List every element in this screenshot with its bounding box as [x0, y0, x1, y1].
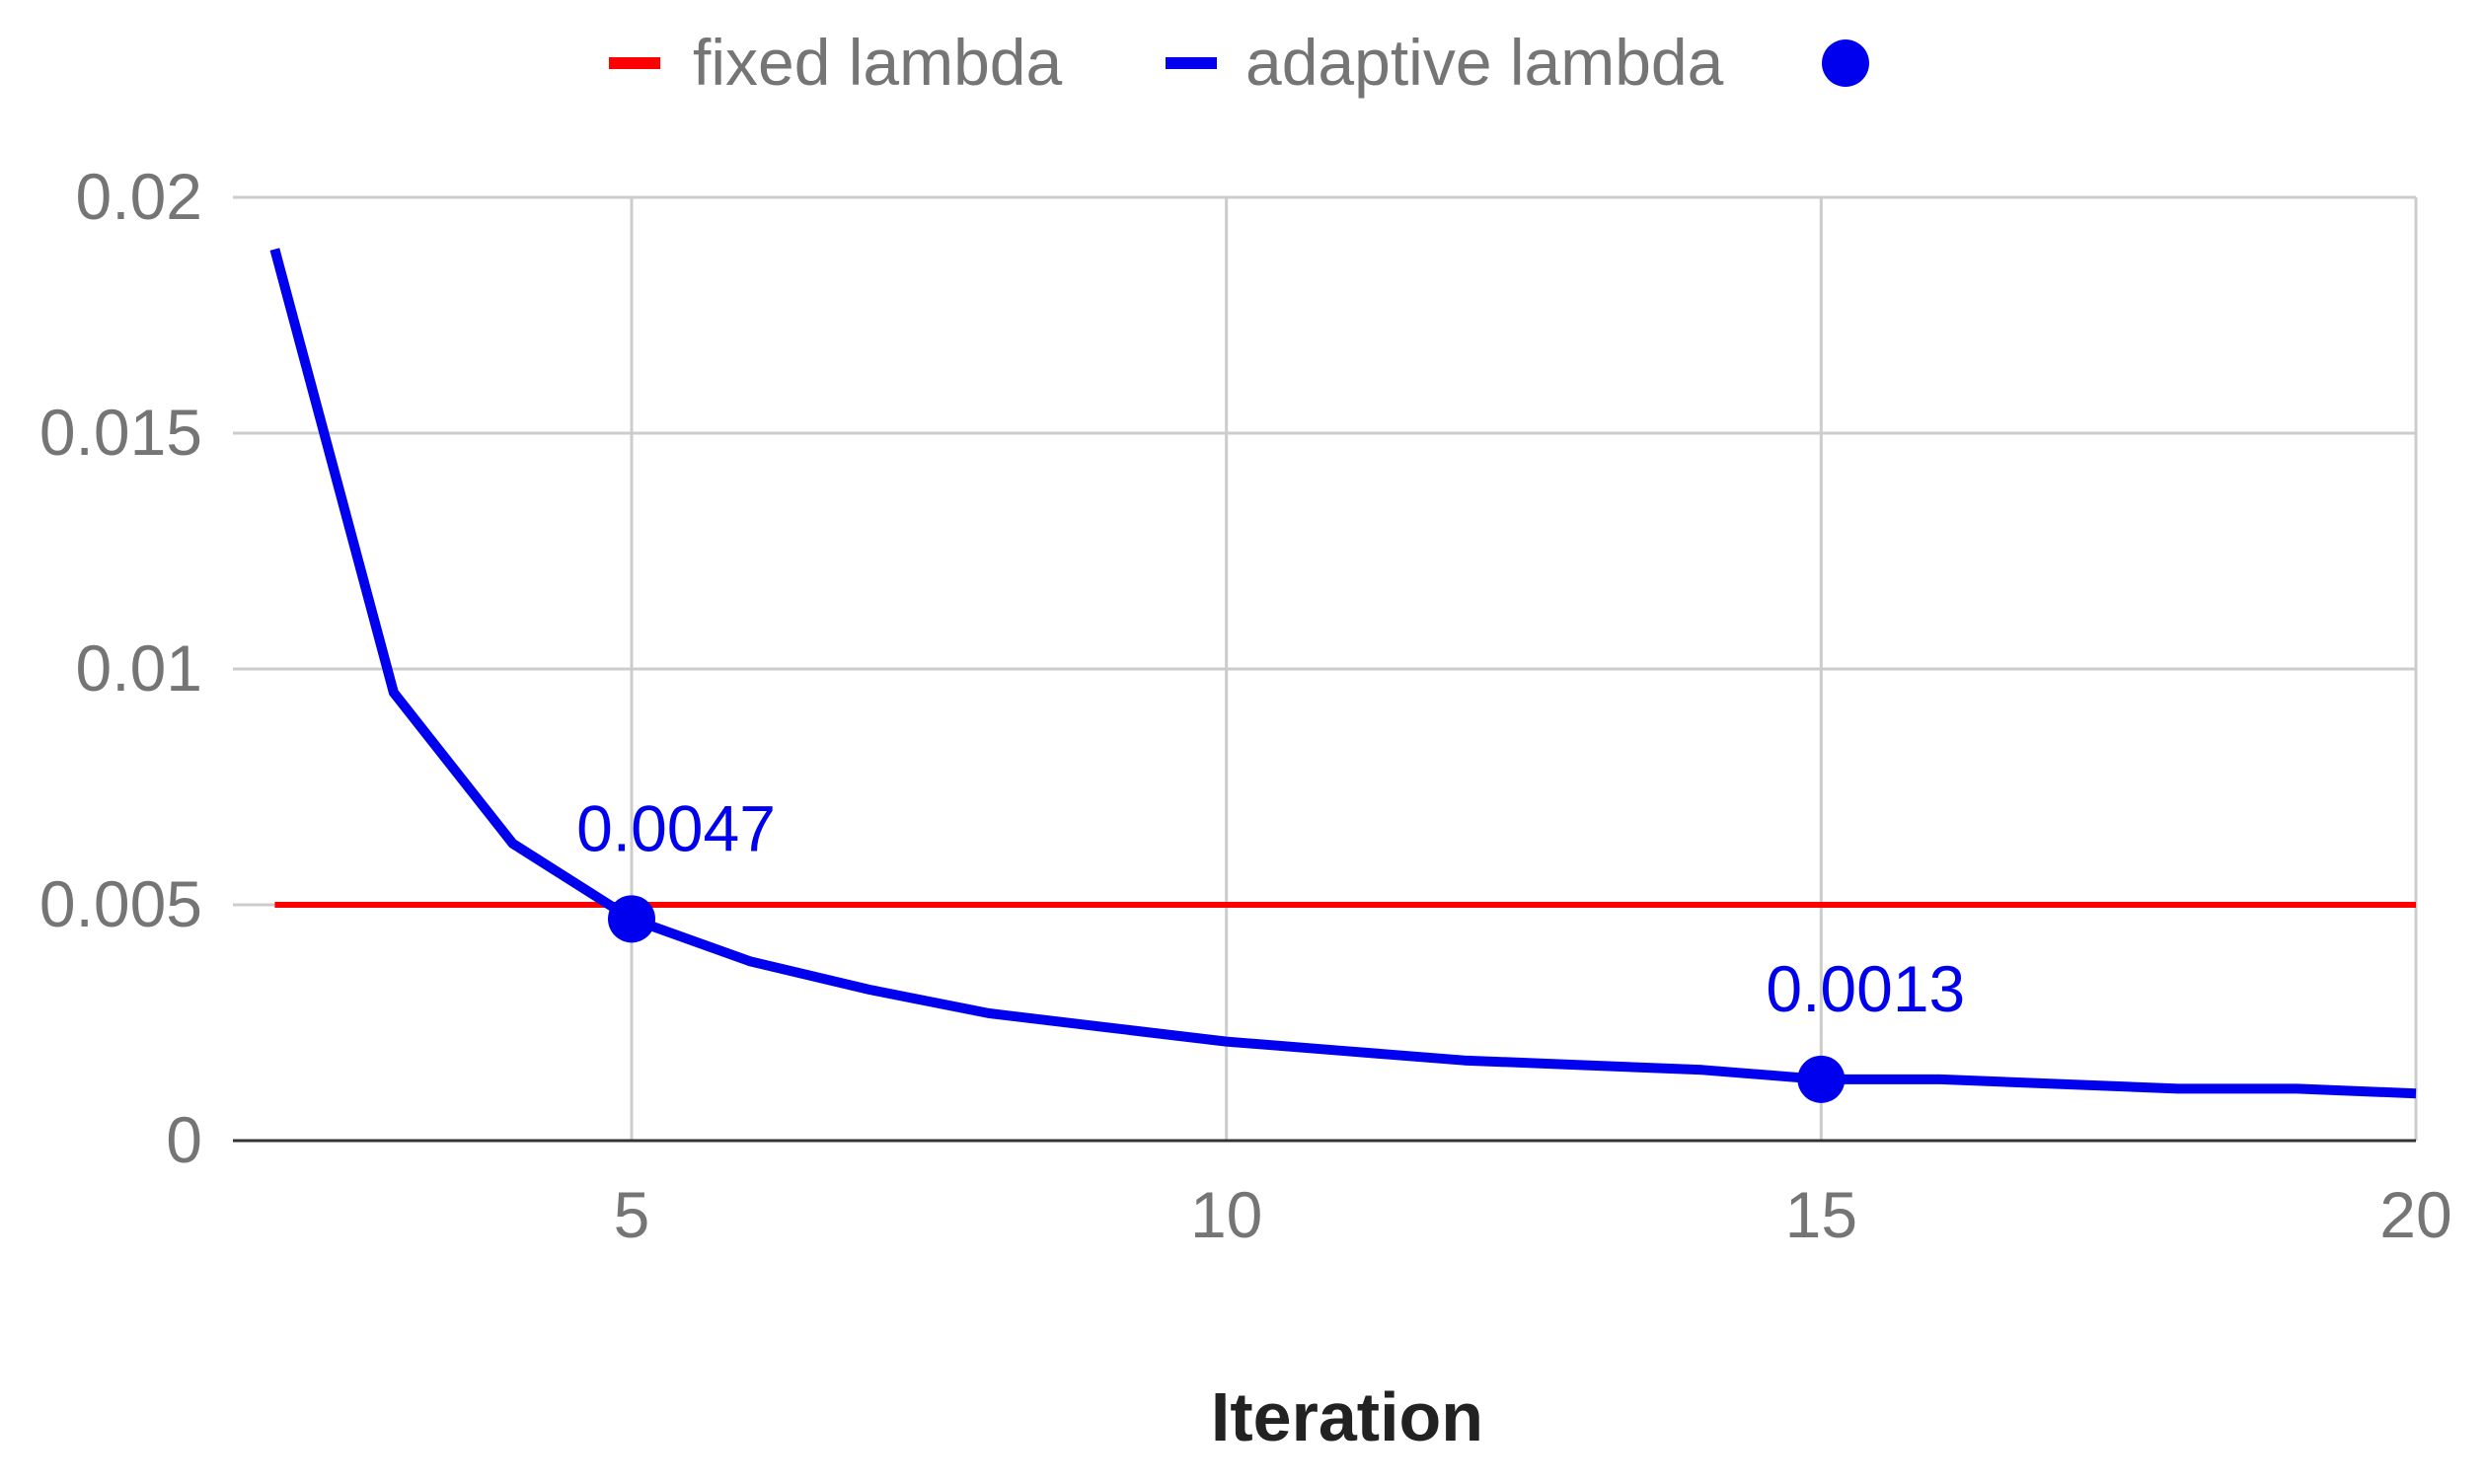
legend-label: fixed lambda	[693, 26, 1063, 99]
series-line-adaptive-lambda	[269, 248, 2417, 1099]
y-tick-label: 0.015	[39, 396, 202, 469]
legend-dot	[1822, 39, 1869, 87]
legend: fixed lambda adaptive lambda	[609, 26, 1869, 99]
data-label: 0.0047	[576, 791, 776, 864]
y-tick-label: 0.02	[76, 160, 202, 233]
y-tick-label: 0	[166, 1103, 202, 1176]
grid-lines	[233, 195, 2418, 1141]
highlighted-points: 0.0047 0.0013	[576, 791, 1965, 1103]
x-tick-label: 5	[614, 1178, 650, 1251]
x-tick-label: 10	[1190, 1178, 1262, 1251]
x-tick-label: 20	[2379, 1178, 2451, 1251]
series-layer	[269, 248, 2417, 1099]
y-tick-label: 0.01	[76, 631, 202, 705]
data-point	[608, 895, 655, 943]
data-point	[1797, 1055, 1846, 1103]
legend-swatch	[609, 57, 660, 69]
x-axis-title: Iteration	[1211, 1378, 1483, 1455]
x-tick-label: 15	[1785, 1178, 1857, 1251]
legend-swatch	[1166, 57, 1217, 69]
y-tick-label: 0.005	[39, 867, 202, 940]
data-label: 0.0013	[1766, 952, 1965, 1025]
y-axis: 0 0.005 0.01 0.015 0.02	[39, 160, 202, 1176]
x-axis: 5 10 15 20	[233, 1139, 2452, 1251]
legend-label: adaptive lambda	[1245, 26, 1724, 99]
